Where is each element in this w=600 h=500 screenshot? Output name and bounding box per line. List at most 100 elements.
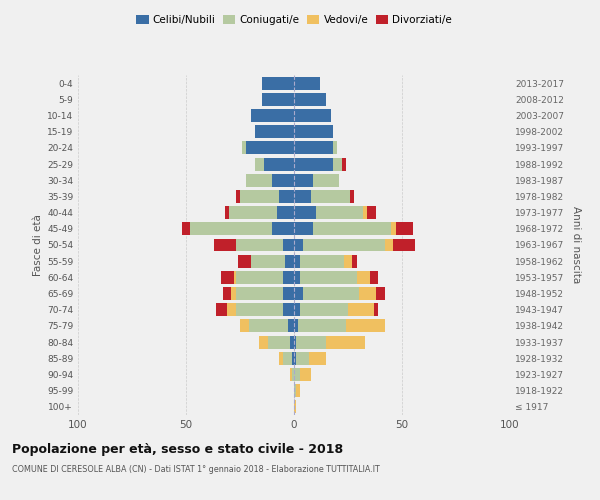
Bar (294, 190, 311, 203)
Bar (294, 93, 326, 106)
Bar (348, 304, 374, 316)
Bar (313, 222, 391, 235)
Bar (341, 158, 346, 170)
Bar (294, 352, 296, 365)
Bar (311, 190, 350, 203)
Bar (292, 352, 294, 365)
Bar (359, 287, 376, 300)
Bar (255, 158, 264, 170)
Bar (294, 336, 296, 348)
Bar (301, 304, 348, 316)
Bar (283, 271, 294, 284)
Bar (229, 206, 277, 219)
Bar (247, 142, 294, 154)
Bar (294, 206, 316, 219)
Bar (301, 254, 344, 268)
Bar (333, 142, 337, 154)
Bar (190, 222, 272, 235)
Bar (240, 320, 248, 332)
Bar (350, 190, 355, 203)
Legend: Celibi/Nubili, Coniugati/e, Vedovi/e, Divorziati/e: Celibi/Nubili, Coniugati/e, Vedovi/e, Di… (134, 12, 454, 27)
Bar (367, 206, 376, 219)
Bar (277, 206, 294, 219)
Bar (279, 190, 294, 203)
Bar (294, 109, 331, 122)
Bar (294, 384, 296, 397)
Bar (227, 304, 236, 316)
Bar (376, 287, 385, 300)
Bar (301, 271, 356, 284)
Bar (240, 190, 279, 203)
Bar (259, 336, 268, 348)
Bar (302, 238, 385, 252)
Bar (356, 271, 370, 284)
Bar (238, 254, 251, 268)
Bar (374, 304, 378, 316)
Bar (363, 206, 367, 219)
Bar (292, 368, 294, 381)
Bar (294, 368, 301, 381)
Text: COMUNE DI CERESOLE ALBA (CN) - Dati ISTAT 1° gennaio 2018 - Elaborazione TUTTITA: COMUNE DI CERESOLE ALBA (CN) - Dati ISTA… (12, 465, 380, 474)
Bar (262, 93, 294, 106)
Bar (251, 254, 286, 268)
Bar (346, 320, 385, 332)
Bar (262, 76, 294, 90)
Bar (385, 238, 394, 252)
Bar (251, 109, 294, 122)
Bar (294, 304, 301, 316)
Bar (296, 336, 326, 348)
Bar (294, 142, 333, 154)
Bar (272, 222, 294, 235)
Bar (370, 271, 378, 284)
Bar (316, 206, 363, 219)
Bar (290, 368, 292, 381)
Bar (232, 287, 236, 300)
Bar (294, 287, 302, 300)
Bar (247, 174, 272, 186)
Bar (344, 254, 352, 268)
Bar (301, 368, 311, 381)
Bar (391, 222, 395, 235)
Bar (294, 125, 333, 138)
Bar (242, 142, 247, 154)
Bar (352, 254, 356, 268)
Bar (313, 174, 340, 186)
Bar (296, 384, 301, 397)
Bar (294, 158, 333, 170)
Bar (294, 254, 301, 268)
Bar (294, 400, 296, 413)
Bar (283, 238, 294, 252)
Bar (279, 352, 283, 365)
Bar (225, 206, 229, 219)
Bar (333, 158, 341, 170)
Y-axis label: Fasce di età: Fasce di età (33, 214, 43, 276)
Bar (236, 238, 283, 252)
Bar (290, 336, 294, 348)
Bar (287, 320, 294, 332)
Bar (272, 174, 294, 186)
Bar (302, 287, 359, 300)
Bar (294, 320, 298, 332)
Bar (236, 271, 283, 284)
Bar (326, 336, 365, 348)
Bar (223, 287, 232, 300)
Bar (216, 304, 227, 316)
Bar (236, 190, 240, 203)
Bar (255, 125, 294, 138)
Bar (283, 287, 294, 300)
Bar (182, 222, 190, 235)
Bar (294, 76, 320, 90)
Bar (286, 254, 294, 268)
Text: Popolazione per età, sesso e stato civile - 2018: Popolazione per età, sesso e stato civil… (12, 442, 343, 456)
Bar (283, 304, 294, 316)
Bar (283, 352, 292, 365)
Bar (264, 158, 294, 170)
Bar (294, 174, 313, 186)
Bar (214, 238, 236, 252)
Bar (294, 271, 301, 284)
Bar (296, 352, 309, 365)
Bar (394, 238, 415, 252)
Bar (236, 304, 283, 316)
Bar (248, 320, 287, 332)
Bar (236, 287, 283, 300)
